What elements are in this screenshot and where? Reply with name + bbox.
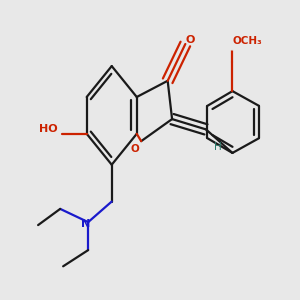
Text: O: O: [185, 34, 194, 45]
Text: N: N: [81, 219, 90, 229]
Text: O: O: [130, 143, 139, 154]
Text: HO: HO: [39, 124, 58, 134]
Text: H: H: [214, 142, 222, 152]
Text: OCH₃: OCH₃: [232, 36, 262, 46]
